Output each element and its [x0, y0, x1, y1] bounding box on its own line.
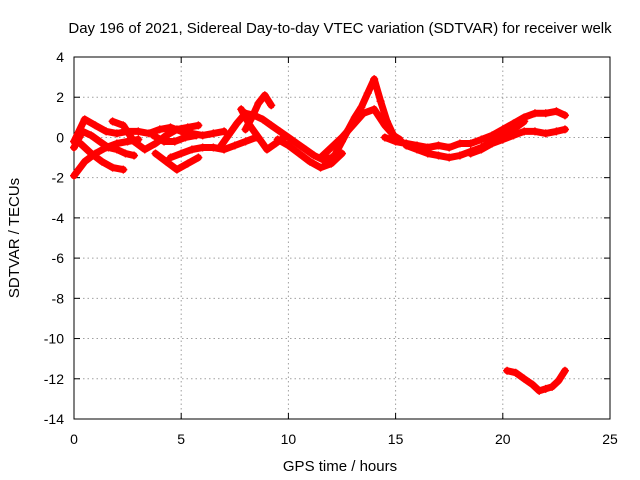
series-sat-trace-5 — [108, 117, 203, 154]
gridlines — [74, 57, 610, 419]
x-tick-label: 5 — [177, 431, 185, 447]
x-tick-labels: 0 5 10 15 20 25 — [70, 431, 618, 447]
series-sat-trace-17 — [466, 125, 569, 158]
data-point-markers — [237, 105, 289, 154]
series-sat-trace-2 — [70, 127, 139, 160]
y-tick-label: -6 — [52, 250, 65, 266]
y-tick-label: 4 — [56, 49, 64, 65]
series-trace — [467, 125, 569, 157]
series-sat-trace-13 — [331, 75, 404, 158]
x-tick-label: 20 — [495, 431, 511, 447]
series-sat-trace-18 — [503, 366, 569, 395]
data-series — [70, 75, 569, 395]
data-point-markers — [108, 117, 203, 154]
y-axis-label: SDTVAR / TECUs — [6, 178, 23, 298]
y-tick-label: -12 — [44, 371, 64, 387]
series-sat-trace-6 — [151, 149, 203, 174]
x-tick-label: 25 — [602, 431, 618, 447]
series-trace — [402, 117, 528, 162]
chart-title: Day 196 of 2021, Sidereal Day-to-day VTE… — [68, 20, 612, 37]
series-sat-trace-14 — [316, 105, 400, 162]
y-tick-label: -8 — [52, 290, 65, 306]
y-tick-labels: 4 2 0 -2 -4 -6 -8 -10 -12 -14 — [44, 49, 64, 427]
data-point-markers — [76, 139, 128, 174]
plot-frame — [73, 56, 611, 420]
axis-ticks — [73, 56, 611, 420]
data-point-markers — [241, 91, 276, 134]
data-point-markers — [151, 149, 203, 174]
y-tick-label: -10 — [44, 331, 64, 347]
data-point-markers — [149, 131, 201, 146]
data-point-markers — [316, 105, 400, 162]
y-tick-label: -2 — [52, 170, 65, 186]
y-tick-label: 0 — [56, 129, 64, 145]
series-sat-trace-9 — [215, 109, 336, 164]
x-tick-label: 10 — [281, 431, 297, 447]
x-tick-label: 15 — [388, 431, 404, 447]
y-tick-label: -14 — [44, 411, 64, 427]
x-axis-label: GPS time / hours — [283, 458, 397, 475]
data-point-markers — [466, 125, 569, 158]
y-tick-label: -4 — [52, 210, 65, 226]
series-sat-trace-7 — [149, 131, 201, 146]
series-trace — [317, 105, 400, 162]
data-point-markers — [503, 366, 569, 395]
x-tick-label: 0 — [70, 431, 78, 447]
y-tick-label: 2 — [56, 89, 64, 105]
data-point-markers — [215, 109, 336, 164]
series-trace — [216, 109, 335, 164]
data-point-markers — [273, 135, 346, 172]
series-sat-trace-12 — [273, 135, 346, 172]
series-sat-trace-4 — [76, 139, 128, 174]
